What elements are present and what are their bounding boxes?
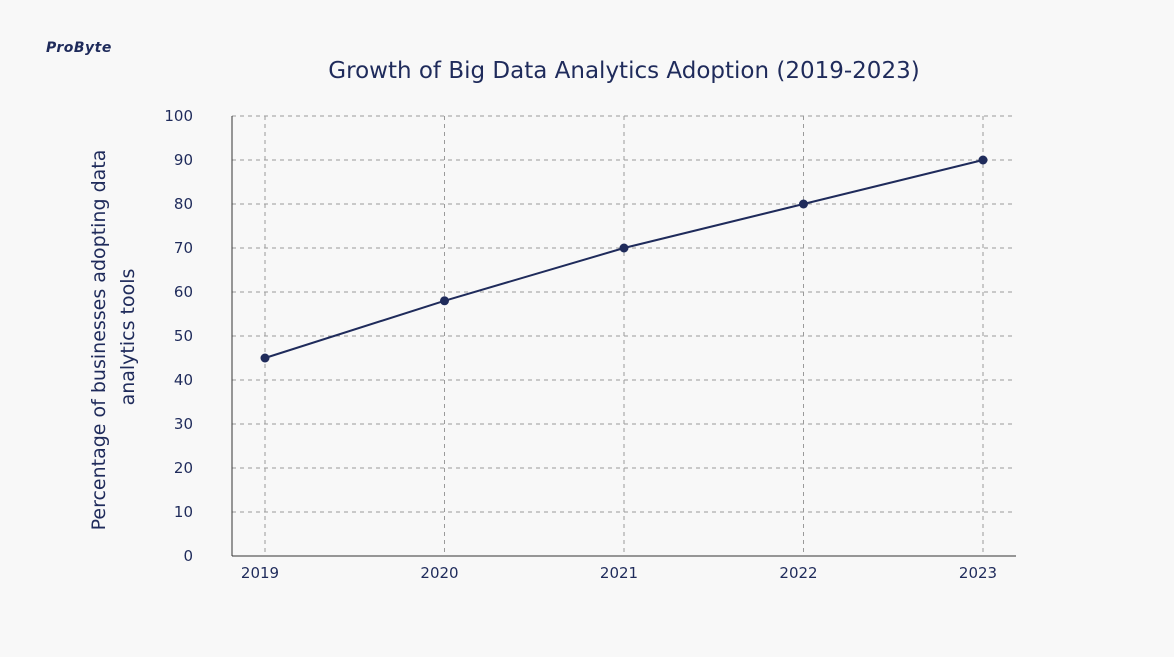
x-tick-label: 2019 [241, 564, 279, 582]
grid-layer [232, 115, 1016, 556]
x-tick-label: 2021 [600, 564, 638, 582]
data-point [799, 199, 808, 209]
probyte-logo: ProByte [46, 40, 112, 56]
x-tick-label: 2023 [959, 564, 997, 582]
y-tick-label: 70 [174, 239, 193, 257]
axes-layer [231, 116, 1016, 557]
y-tick-label: 40 [174, 371, 193, 389]
y-axis-title-line-2: analytics tools [117, 269, 139, 406]
y-tick-label: 30 [174, 415, 193, 433]
y-tick-labels: 0 10 20 30 40 50 60 70 80 90 100 [164, 107, 193, 565]
data-point [440, 296, 449, 306]
data-point [260, 353, 270, 363]
x-tick-labels: 2019 2020 2021 2022 2023 [241, 564, 997, 582]
data-point [978, 155, 988, 165]
series-layer [260, 155, 988, 363]
y-tick-label: 10 [174, 503, 193, 521]
y-tick-label: 0 [183, 547, 193, 565]
y-tick-label: 60 [174, 283, 193, 301]
y-tick-label: 100 [164, 107, 193, 125]
x-tick-label: 2022 [779, 564, 817, 582]
y-tick-label: 50 [174, 327, 193, 345]
data-point [619, 243, 629, 253]
y-axis-title-line-1: Percentage of businesses adopting data [88, 150, 110, 531]
y-tick-label: 90 [174, 151, 193, 169]
y-axis-title: Percentage of businesses adopting data a… [88, 144, 139, 531]
chart-title: Growth of Big Data Analytics Adoption (2… [328, 58, 920, 84]
y-tick-label: 80 [174, 195, 193, 213]
x-tick-label: 2020 [420, 564, 458, 582]
y-tick-label: 20 [174, 459, 193, 477]
